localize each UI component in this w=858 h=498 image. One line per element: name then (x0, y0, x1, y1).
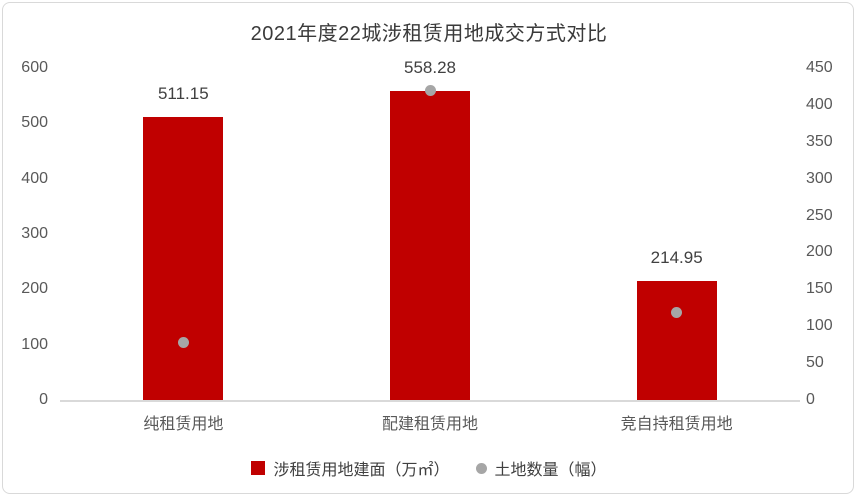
y-axis-tick-right: 50 (806, 354, 824, 372)
y-axis-tick-right: 450 (806, 59, 833, 76)
bar-value-label: 511.15 (157, 84, 209, 104)
y-axis-tick-right: 200 (806, 243, 833, 261)
legend-item-bar-series: 涉租赁用地建面（万㎡） (251, 456, 450, 480)
bar-value-label: 558.28 (404, 58, 456, 78)
legend-label-bar-series: 涉租赁用地建面（万㎡） (273, 462, 450, 479)
y-axis-tick-right: 300 (806, 169, 833, 187)
bar (143, 117, 224, 400)
x-axis-label: 配建租赁用地 (381, 416, 478, 433)
scatter-dot (177, 336, 189, 348)
y-axis-tick-left: 200 (21, 280, 48, 298)
scatter-dot (671, 306, 683, 318)
y-axis-tick-right: 400 (806, 95, 833, 113)
y-axis-tick-left: 300 (21, 225, 48, 242)
bar-series-swatch-icon (251, 461, 266, 475)
y-axis-tick-left: 500 (21, 114, 48, 132)
dot-series-swatch-icon (475, 462, 487, 474)
x-axis-line (60, 400, 800, 402)
bar (636, 281, 717, 400)
y-axis-tick-right: 350 (806, 132, 833, 150)
y-axis-tick-right: 250 (806, 206, 833, 224)
legend: 涉租赁用地建面（万㎡） 土地数量（幅） (0, 456, 858, 480)
legend-item-dot-series: 土地数量（幅） (475, 456, 607, 480)
y-axis-tick-left: 100 (21, 335, 48, 353)
scatter-dot (424, 84, 436, 96)
y-axis-tick-left: 600 (21, 59, 48, 76)
x-axis-label: 纯租赁用地 (143, 416, 224, 433)
y-axis-tick-left: 0 (39, 391, 48, 408)
y-axis-tick-right: 0 (806, 391, 815, 408)
chart-title: 2021年度22城涉租赁用地成交方式对比 (250, 23, 608, 45)
x-axis-label: 竞自持租赁用地 (620, 416, 733, 433)
bar-value-label: 214.95 (650, 248, 703, 268)
bar (390, 91, 470, 400)
y-axis-tick-right: 150 (806, 280, 833, 298)
y-axis-tick-left: 400 (21, 169, 48, 187)
y-axis-tick-right: 100 (806, 317, 833, 335)
legend-label-dot-series: 土地数量（幅） (494, 462, 607, 479)
